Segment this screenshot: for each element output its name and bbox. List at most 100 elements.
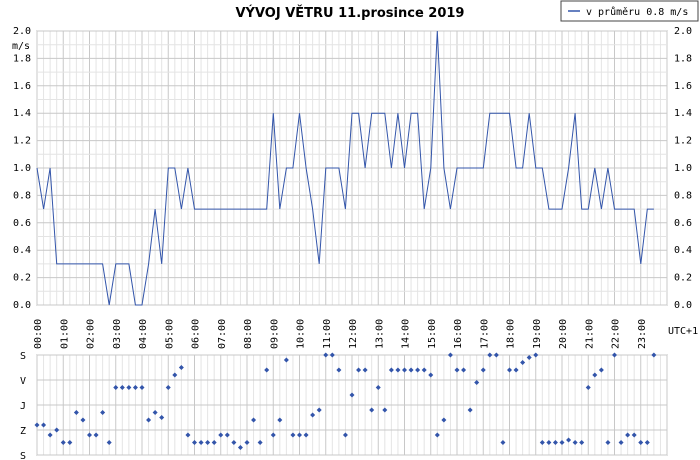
x-tick-label: 01:00: [59, 319, 70, 349]
speed-y-ticks: 0.0 0.0 0.2 0.2 0.4 0.4 0.6 0.6 0.8 0.8 1.0 1.0 1.2 1…: [13, 26, 692, 311]
direction-point: [631, 432, 637, 438]
direction-point: [41, 422, 47, 428]
y-tick-label-right: 0.6: [674, 218, 692, 229]
direction-point: [73, 410, 79, 415]
chart-title: VÝVOJ VĚTRU 11.prosince 2019: [236, 5, 465, 21]
direction-grid: [36, 354, 668, 456]
x-tick-label: 21:00: [584, 319, 595, 349]
y-tick-label-right: 1.2: [674, 136, 692, 147]
direction-point: [651, 352, 657, 358]
legend-label: v průměru 0.8 m/s: [586, 6, 688, 18]
direction-point: [546, 440, 552, 445]
direction-point: [132, 385, 138, 390]
y-tick-label-right: 0.8: [674, 190, 692, 201]
x-tick-label: 22:00: [611, 319, 622, 349]
direction-point: [480, 367, 486, 373]
direction-point: [507, 367, 512, 373]
x-tick-label: 12:00: [348, 319, 359, 349]
direction-point: [579, 440, 585, 445]
direction-point: [612, 352, 617, 358]
direction-point: [461, 367, 467, 373]
direction-y-tick-label: V: [20, 376, 26, 387]
direction-point: [290, 432, 296, 438]
y-tick-label-right: 0.0: [674, 300, 692, 311]
direction-point: [251, 417, 257, 423]
direction-point: [126, 385, 132, 390]
direction-point: [566, 437, 572, 443]
direction-point: [159, 415, 165, 420]
direction-point: [447, 352, 453, 358]
y-tick-label-left: 0.4: [13, 245, 31, 256]
direction-point: [60, 440, 66, 445]
direction-point: [329, 352, 335, 358]
direction-point: [618, 440, 624, 445]
y-tick-label-left: 2.0: [13, 26, 31, 37]
direction-point: [533, 352, 539, 358]
direction-point: [572, 440, 578, 445]
direction-point: [362, 367, 368, 373]
direction-point: [415, 367, 421, 373]
direction-point: [54, 427, 60, 433]
x-tick-label: 16:00: [453, 319, 464, 349]
x-tick-label: 13:00: [374, 319, 385, 349]
y-tick-label-right: 2.0: [674, 26, 692, 37]
x-tick-label: 11:00: [322, 319, 333, 349]
direction-point: [434, 432, 440, 438]
direction-point: [336, 367, 342, 373]
direction-point: [395, 367, 401, 373]
direction-point: [192, 440, 197, 445]
direction-point: [356, 367, 362, 373]
y-tick-label-left: 0.0: [13, 300, 31, 311]
direction-point: [323, 352, 329, 358]
direction-point: [441, 417, 447, 423]
direction-point: [316, 407, 322, 413]
direction-y-ticks: S V J Z S: [20, 351, 26, 460]
x-tick-label: 03:00: [112, 319, 123, 349]
y-tick-label-left: 1.4: [13, 108, 31, 119]
direction-point: [87, 432, 92, 438]
x-tick-label: 18:00: [506, 319, 517, 349]
direction-point: [100, 410, 106, 415]
direction-point: [198, 440, 204, 445]
direction-point: [349, 392, 355, 398]
direction-point: [211, 440, 217, 445]
direction-point: [428, 372, 434, 378]
x-tick-label: 06:00: [191, 319, 202, 349]
direction-point: [185, 432, 191, 438]
x-tick-label: 17:00: [479, 319, 490, 349]
direction-point: [264, 367, 270, 373]
y-tick-label-right: 1.0: [674, 163, 692, 174]
direction-point: [520, 360, 526, 365]
speed-grid: [36, 30, 668, 306]
x-tick-label: 00:00: [33, 319, 44, 349]
x-tick-label: 04:00: [138, 319, 149, 349]
direction-point: [205, 440, 211, 445]
y-tick-label-left: 1.0: [13, 163, 31, 174]
x-tick-label: 14:00: [401, 319, 412, 349]
direction-point: [231, 440, 237, 445]
direction-point: [487, 352, 493, 358]
x-tick-label: 08:00: [243, 319, 254, 349]
direction-point: [139, 385, 145, 390]
y-tick-label-right: 1.4: [674, 108, 692, 119]
direction-point: [310, 412, 316, 418]
direction-point: [165, 385, 171, 390]
direction-point: [34, 422, 40, 428]
direction-point: [402, 367, 407, 373]
direction-point: [500, 440, 506, 445]
direction-point: [119, 385, 125, 390]
direction-point: [244, 440, 250, 445]
direction-points: [34, 352, 657, 450]
direction-point: [625, 432, 631, 438]
x-tick-label: 05:00: [164, 319, 175, 349]
x-tick-label: 15:00: [427, 319, 438, 349]
y-tick-label-left: 0.6: [13, 218, 31, 229]
direction-point: [605, 440, 611, 445]
y-tick-label-right: 1.6: [674, 81, 692, 92]
direction-point: [644, 440, 650, 445]
direction-point: [303, 432, 309, 438]
direction-point: [224, 432, 230, 438]
direction-point: [106, 440, 112, 445]
direction-point: [297, 432, 302, 438]
speed-series-line: [36, 30, 654, 306]
